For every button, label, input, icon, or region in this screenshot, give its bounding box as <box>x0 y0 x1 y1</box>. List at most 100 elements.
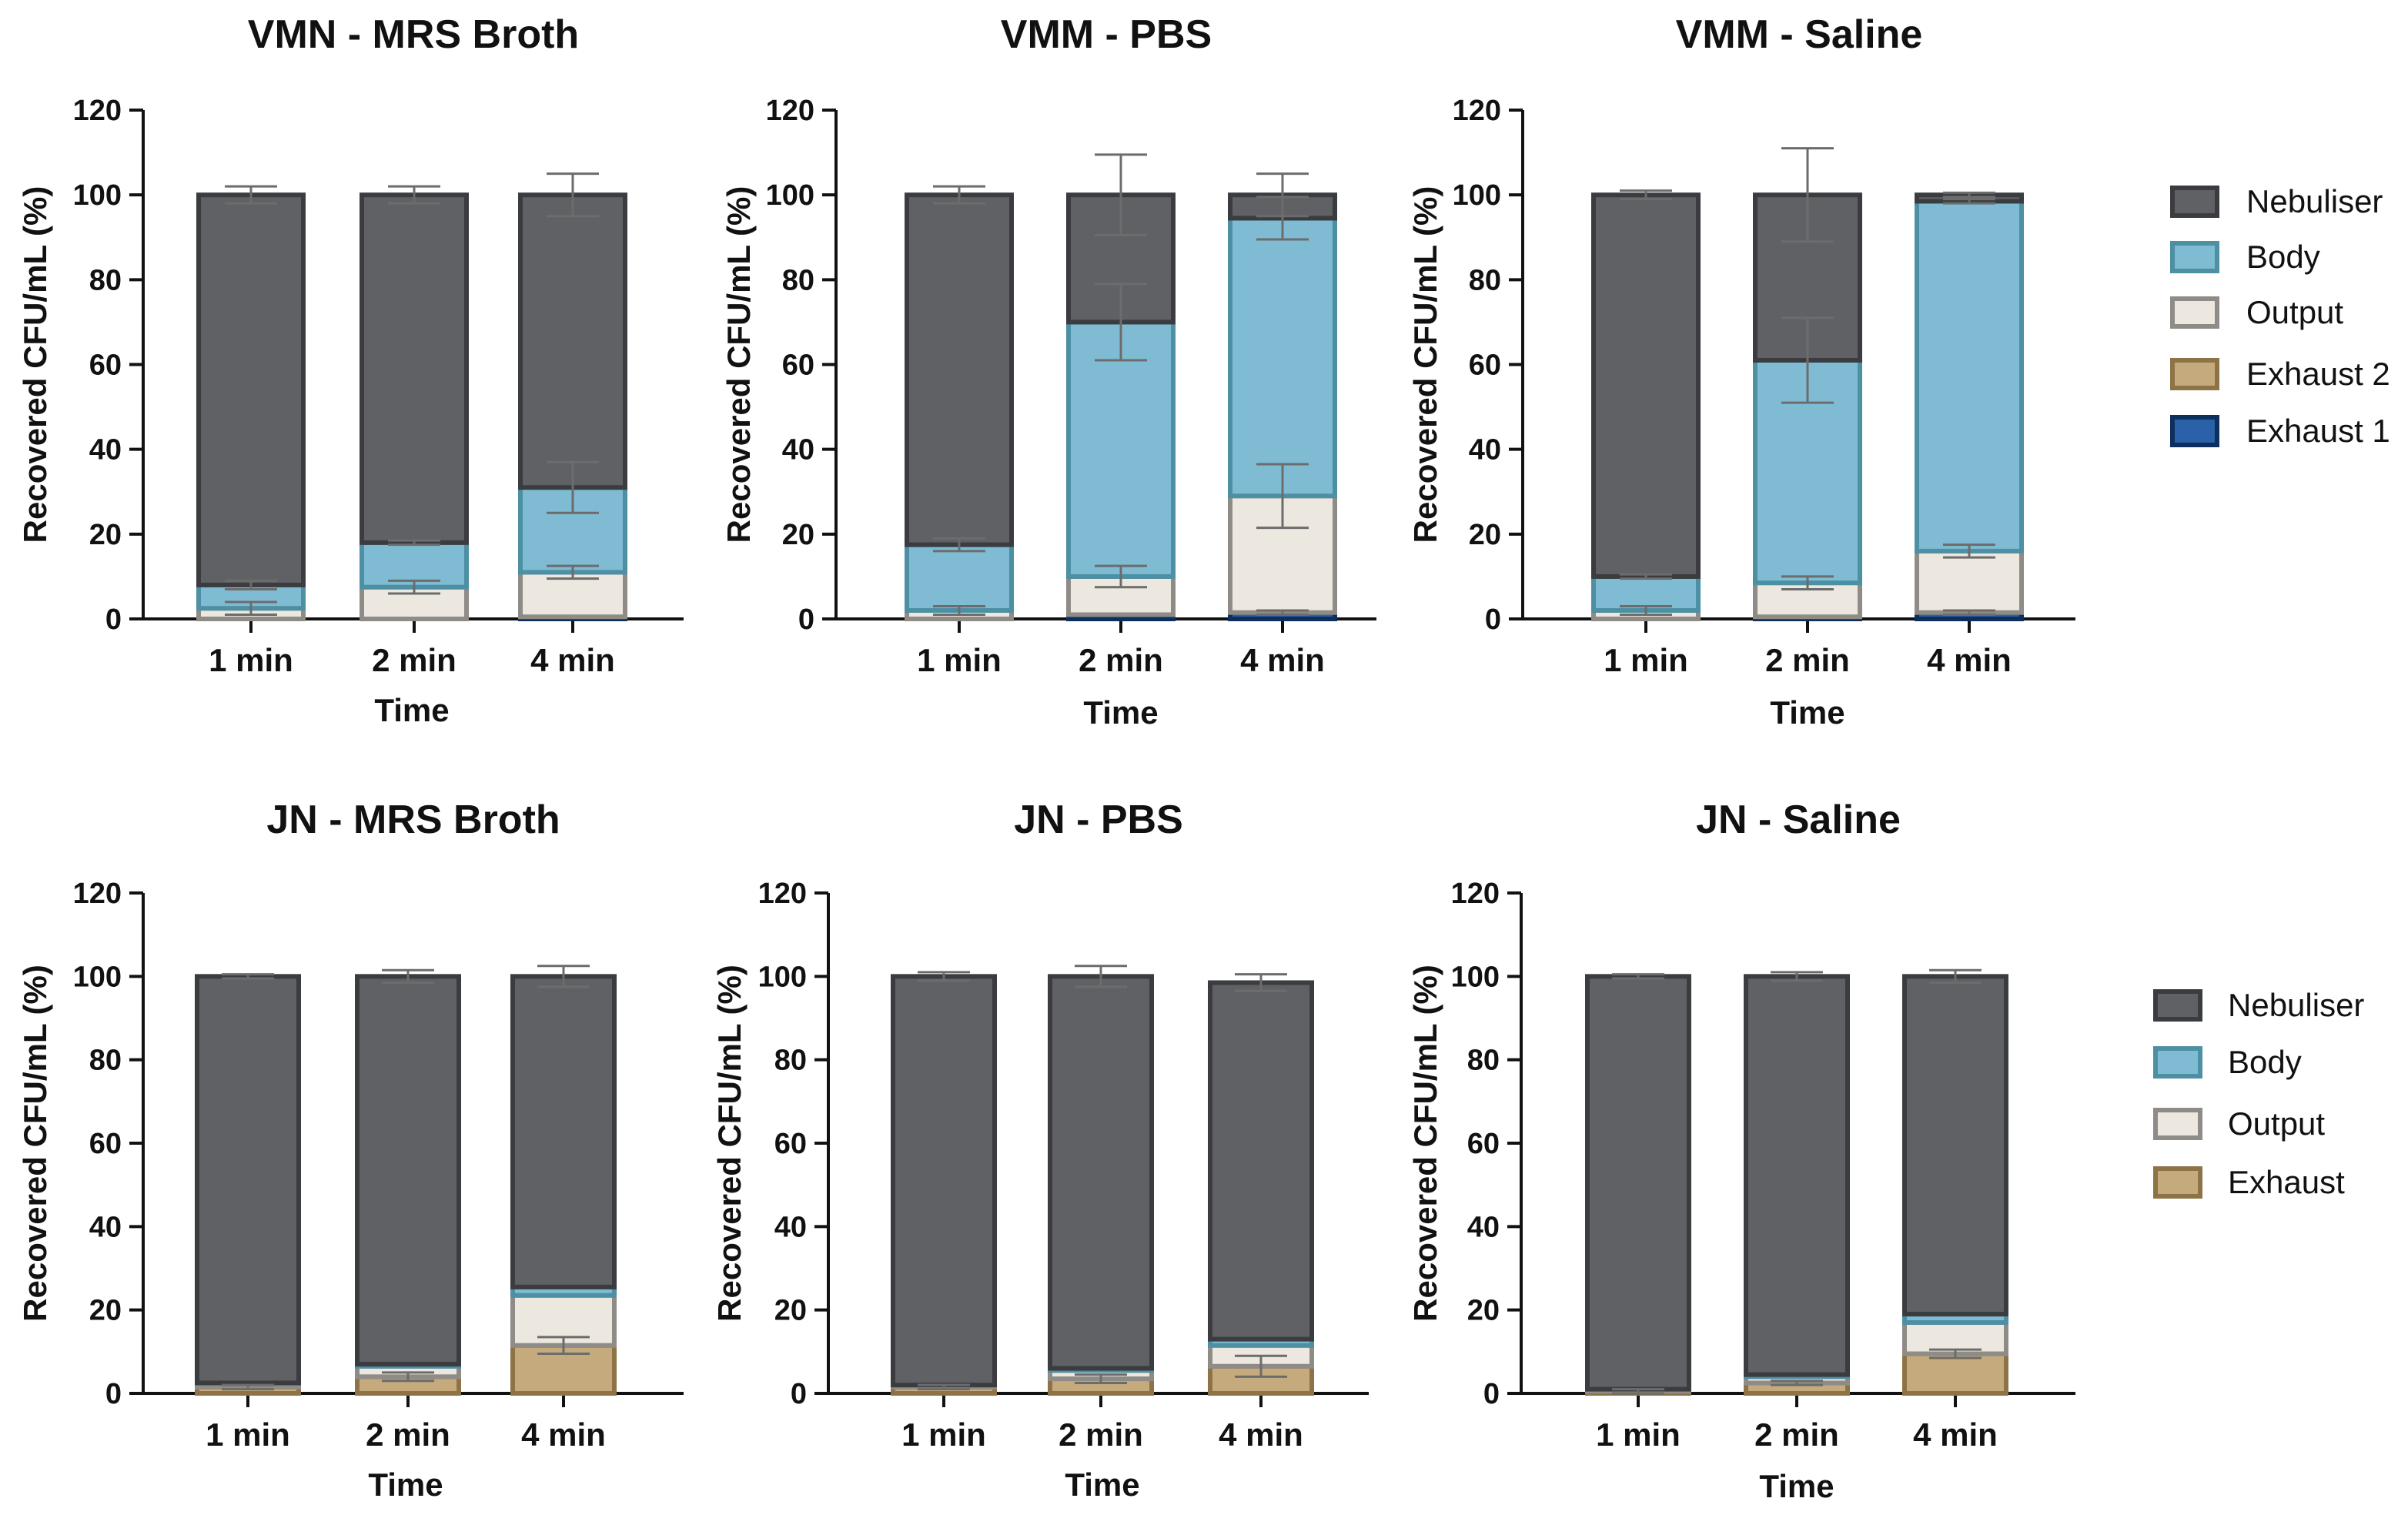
y-axis-title: Recovered CFU/mL (%) <box>1407 186 1443 543</box>
legend-swatch-exhaust <box>2153 1166 2202 1199</box>
y-tick-label: 80 <box>1469 264 1501 296</box>
x-tick-label: 2 min <box>1059 1416 1143 1453</box>
x-tick-label: 1 min <box>206 1416 290 1453</box>
y-tick-label: 0 <box>105 1378 122 1410</box>
y-tick-label: 100 <box>73 179 122 212</box>
legend-swatch-exhaust-2 <box>2170 358 2219 390</box>
x-tick-label: 4 min <box>1927 642 2012 678</box>
y-axis-title: Recovered CFU/mL (%) <box>721 186 757 543</box>
chart-title: JN - MRS Broth <box>266 798 560 842</box>
y-axis-title: Recovered CFU/mL (%) <box>1407 965 1443 1322</box>
bar-segment-nebuliser <box>196 192 306 587</box>
legend-swatch-exhaust-1 <box>2170 415 2219 447</box>
y-tick-label: 60 <box>89 1128 122 1160</box>
x-tick-label: 1 min <box>901 1416 986 1453</box>
bar-segment-nebuliser <box>360 192 469 545</box>
y-tick-label: 0 <box>105 604 122 636</box>
bar-segment-exhaust <box>1902 1351 2008 1396</box>
bar-segment-output <box>518 570 627 620</box>
y-tick-label: 100 <box>1451 961 1500 993</box>
x-tick-label: 1 min <box>917 642 1002 678</box>
y-tick-label: 20 <box>89 519 122 551</box>
x-tick-label: 2 min <box>1765 642 1850 678</box>
y-tick-label: 40 <box>782 434 814 467</box>
legend-swatch-body <box>2170 241 2219 273</box>
chart-vmn-mrs-broth: VMN - MRS Broth 0 20 40 60 80 100 120 Recovered … <box>17 12 684 728</box>
legend-swatch-output <box>2153 1108 2202 1140</box>
y-tick-label: 80 <box>89 264 122 296</box>
bar-segment-output <box>1915 548 2024 615</box>
y-axis-title: Recovered CFU/mL (%) <box>17 965 53 1322</box>
legend-swatch-nebuliser <box>2170 186 2219 218</box>
bar-segment-body <box>905 542 1014 613</box>
bar-segment-nebuliser <box>1208 980 1314 1342</box>
y-tick-label: 100 <box>766 179 814 212</box>
bar-segment-nebuliser <box>1048 974 1154 1371</box>
x-axis-title: Time <box>374 692 449 728</box>
y-tick-label: 40 <box>1467 1211 1500 1243</box>
bar-segment-nebuliser <box>195 974 301 1386</box>
legend-label-exhaust-2: Exhaust 2 <box>2246 356 2390 392</box>
bar-segment-body <box>1228 216 1337 499</box>
legend-label-output: Output <box>2228 1105 2325 1142</box>
x-tick-label: 1 min <box>209 642 293 678</box>
y-tick-label: 20 <box>1467 1295 1500 1327</box>
chart-jn-pbs: JN - PBS 0 20 40 60 80 100 120 Recovered CFU/mL … <box>711 798 1369 1503</box>
chart-title: JN - PBS <box>1014 798 1183 842</box>
y-tick-label: 60 <box>89 349 122 382</box>
legend-swatch-nebuliser <box>2153 989 2202 1022</box>
y-tick-label: 40 <box>89 1211 122 1243</box>
y-tick-label: 80 <box>89 1045 122 1077</box>
y-tick-label: 60 <box>1469 349 1501 382</box>
legend-top: Nebuliser Body Output Exhaust 2 Exhaust 1 <box>2170 183 2390 449</box>
y-tick-label: 80 <box>782 264 814 296</box>
y-tick-label: 40 <box>1469 434 1501 467</box>
chart-title: VMM - PBS <box>1001 12 1212 57</box>
bar-segment-nebuliser <box>1591 192 1701 579</box>
chart-title: VMN - MRS Broth <box>248 12 579 57</box>
y-tick-label: 100 <box>758 961 807 993</box>
x-axis-title: Time <box>368 1467 443 1503</box>
chart-vmm-pbs: VMM - PBS 0 20 40 60 80 100 120 Recovered CFU/mL… <box>721 12 1376 731</box>
y-tick-label: 120 <box>73 95 122 127</box>
legend-swatch-body <box>2153 1046 2202 1079</box>
chart-jn-saline: JN - Saline 0 20 40 60 80 100 120 Recovered CFU/… <box>1407 798 2075 1504</box>
y-tick-label: 40 <box>774 1211 807 1243</box>
bar-segment-nebuliser <box>1902 974 2008 1317</box>
y-tick-label: 20 <box>774 1295 807 1327</box>
legend-label-nebuliser: Nebuliser <box>2228 987 2364 1023</box>
y-tick-label: 120 <box>766 95 814 127</box>
y-tick-label: 120 <box>1453 95 1501 127</box>
x-tick-label: 2 min <box>366 1416 450 1453</box>
x-tick-label: 1 min <box>1604 642 1688 678</box>
bar-segment-nebuliser <box>905 192 1014 547</box>
y-axis-title: Recovered CFU/mL (%) <box>711 965 747 1322</box>
y-tick-label: 0 <box>1483 1378 1500 1410</box>
x-tick-label: 4 min <box>1219 1416 1303 1453</box>
bar-segment-nebuliser <box>1585 974 1691 1392</box>
x-tick-label: 2 min <box>372 642 457 678</box>
y-tick-label: 0 <box>798 604 814 636</box>
bar-segment-nebuliser <box>891 974 997 1388</box>
x-axis-title: Time <box>1083 694 1158 731</box>
x-tick-label: 4 min <box>1913 1416 1998 1453</box>
y-tick-label: 100 <box>1453 179 1501 212</box>
x-axis-title: Time <box>1065 1467 1139 1503</box>
x-tick-label: 4 min <box>1240 642 1325 678</box>
chart-vmm-saline: VMM - Saline 0 20 40 60 80 100 120 Recovered CFU… <box>1407 12 2075 731</box>
bar-segment-body <box>1915 199 2024 553</box>
chart-title: JN - Saline <box>1696 798 1901 842</box>
y-tick-label: 100 <box>73 961 122 993</box>
legend-label-body: Body <box>2246 239 2320 275</box>
y-tick-label: 40 <box>89 434 122 467</box>
y-tick-label: 120 <box>758 878 807 910</box>
x-axis-title: Time <box>1759 1468 1834 1504</box>
x-axis-title: Time <box>1770 694 1844 731</box>
x-tick-label: 4 min <box>521 1416 606 1453</box>
bar-segment-nebuliser <box>518 192 627 490</box>
y-tick-label: 20 <box>1469 519 1501 551</box>
y-tick-label: 20 <box>782 519 814 551</box>
y-tick-label: 0 <box>1485 604 1501 636</box>
y-tick-label: 60 <box>782 349 814 382</box>
